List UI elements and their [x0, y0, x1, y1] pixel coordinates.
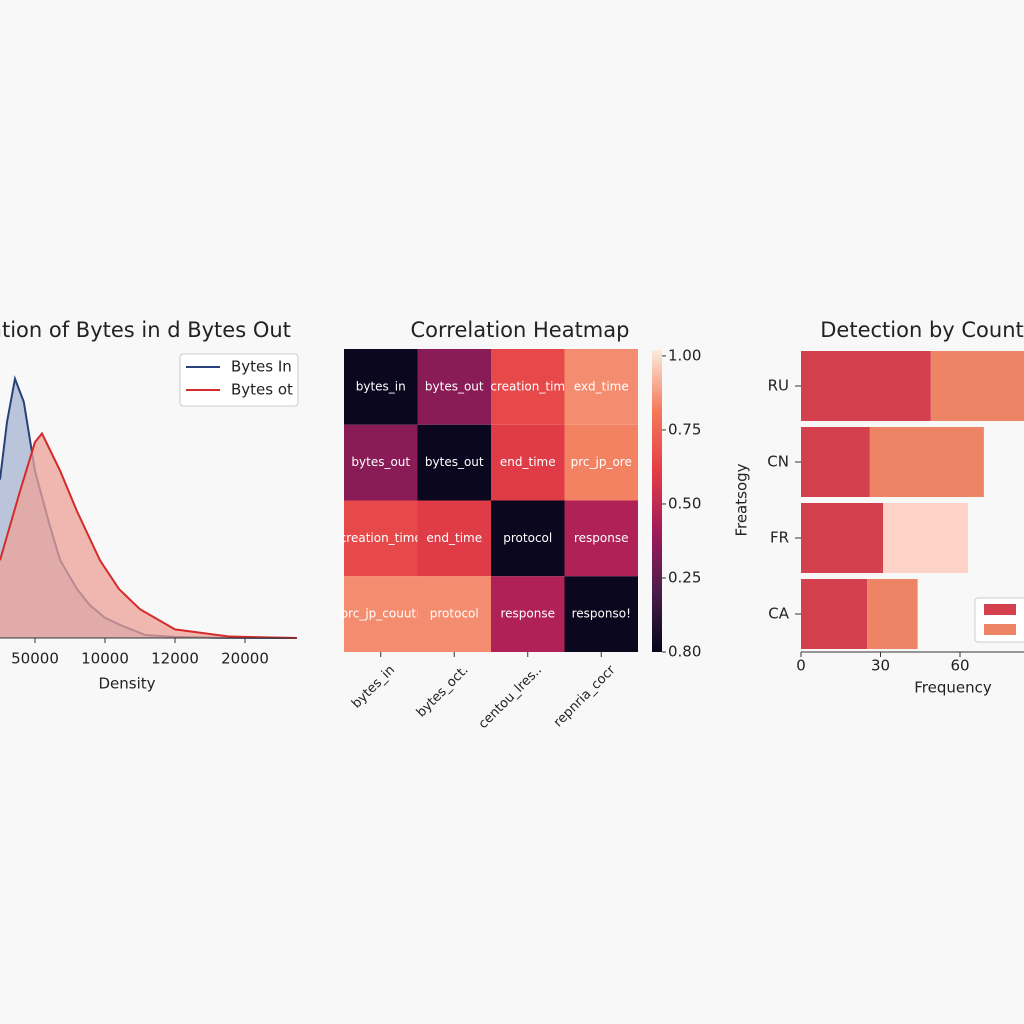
bar	[883, 503, 968, 573]
density-line	[0, 431, 297, 639]
x-tick-label: 30	[871, 657, 890, 675]
y-tick-label: CA	[768, 605, 789, 623]
chart-title: ation of Bytes in d Bytes Out	[0, 318, 291, 342]
heatmap-cell	[564, 500, 638, 577]
cell-label: protocol	[430, 607, 479, 621]
cell-label: protocol	[503, 531, 552, 545]
heatmap-cell	[564, 424, 638, 501]
bar	[867, 579, 918, 649]
chart-title: Detection by Count	[820, 318, 1024, 342]
x-axis-label: Frequency	[914, 679, 992, 697]
heatmap-cell	[564, 349, 638, 425]
x-tick-label: 10000	[81, 650, 129, 668]
cell-label: bytes_out	[425, 455, 484, 469]
bar	[801, 351, 931, 421]
cell-label: prc_jp_couutr	[340, 607, 421, 621]
y-tick-label: RU	[768, 377, 789, 395]
heatmap-cell	[417, 424, 491, 501]
cell-label: end_time	[500, 455, 556, 469]
cell-label: response	[500, 607, 555, 621]
bar	[801, 503, 884, 573]
heatmap-cell	[491, 576, 565, 652]
cell-label: prc_jp_ore	[571, 455, 632, 469]
cell-label: creation_tim	[490, 379, 565, 393]
heatmap-cell	[491, 500, 565, 577]
heatmap-cell	[417, 500, 491, 577]
y-axis-label: Freatsogy	[733, 463, 751, 536]
colorbar	[652, 350, 662, 652]
legend-label: Bytes In	[231, 358, 292, 376]
bar	[801, 579, 868, 649]
legend-swatch	[984, 604, 1016, 615]
x-tick-label: 0	[796, 657, 806, 675]
chart-title: Correlation Heatmap	[411, 318, 630, 342]
colorbar-tick-label: 0.80	[668, 643, 701, 661]
heatmap-cell	[417, 349, 491, 425]
heatmap-cell	[564, 576, 638, 652]
x-tick-label: repnria_cocr	[551, 662, 619, 730]
heatmap-cell	[344, 500, 418, 577]
cell-label: bytes_out	[425, 379, 484, 393]
heatmap-cell	[491, 349, 565, 425]
bar	[930, 351, 1024, 421]
x-tick-label: 60	[950, 657, 969, 675]
density-area	[0, 433, 297, 638]
heatmap-cell	[344, 576, 418, 652]
x-tick-label: centou_lres..	[476, 663, 545, 732]
y-tick-label: FR	[770, 529, 789, 547]
heatmap-cell	[417, 576, 491, 652]
colorbar-tick-label: 0.75	[668, 420, 701, 438]
heatmap-cell	[344, 349, 418, 425]
bar	[869, 427, 984, 497]
cell-label: exd_time	[574, 379, 629, 393]
legend-label: Bytes ot	[231, 381, 293, 399]
cell-label: bytes_in	[356, 379, 406, 393]
cell-label: responso!	[572, 607, 631, 621]
heatmap-cell	[491, 424, 565, 501]
x-tick-label: bytes_in	[349, 663, 398, 712]
x-tick-label: bytes_oct.	[414, 663, 472, 721]
cell-label: bytes_out	[351, 455, 410, 469]
x-tick-label: 12000	[151, 650, 199, 668]
bar	[801, 427, 870, 497]
heatmap-cell	[344, 424, 418, 501]
legend-swatch	[984, 624, 1016, 635]
colorbar-tick-label: 1.00	[668, 346, 701, 364]
cell-label: creation_time	[340, 531, 422, 545]
cell-label: response	[574, 531, 629, 545]
x-tick-label: 50000	[11, 650, 59, 668]
y-tick-label: CN	[767, 453, 789, 471]
cell-label: end_time	[426, 531, 482, 545]
x-axis-label: Density	[98, 675, 155, 693]
colorbar-tick-label: 0.25	[668, 568, 701, 586]
x-tick-label: 20000	[221, 650, 269, 668]
colorbar-tick-label: 0.50	[668, 494, 701, 512]
